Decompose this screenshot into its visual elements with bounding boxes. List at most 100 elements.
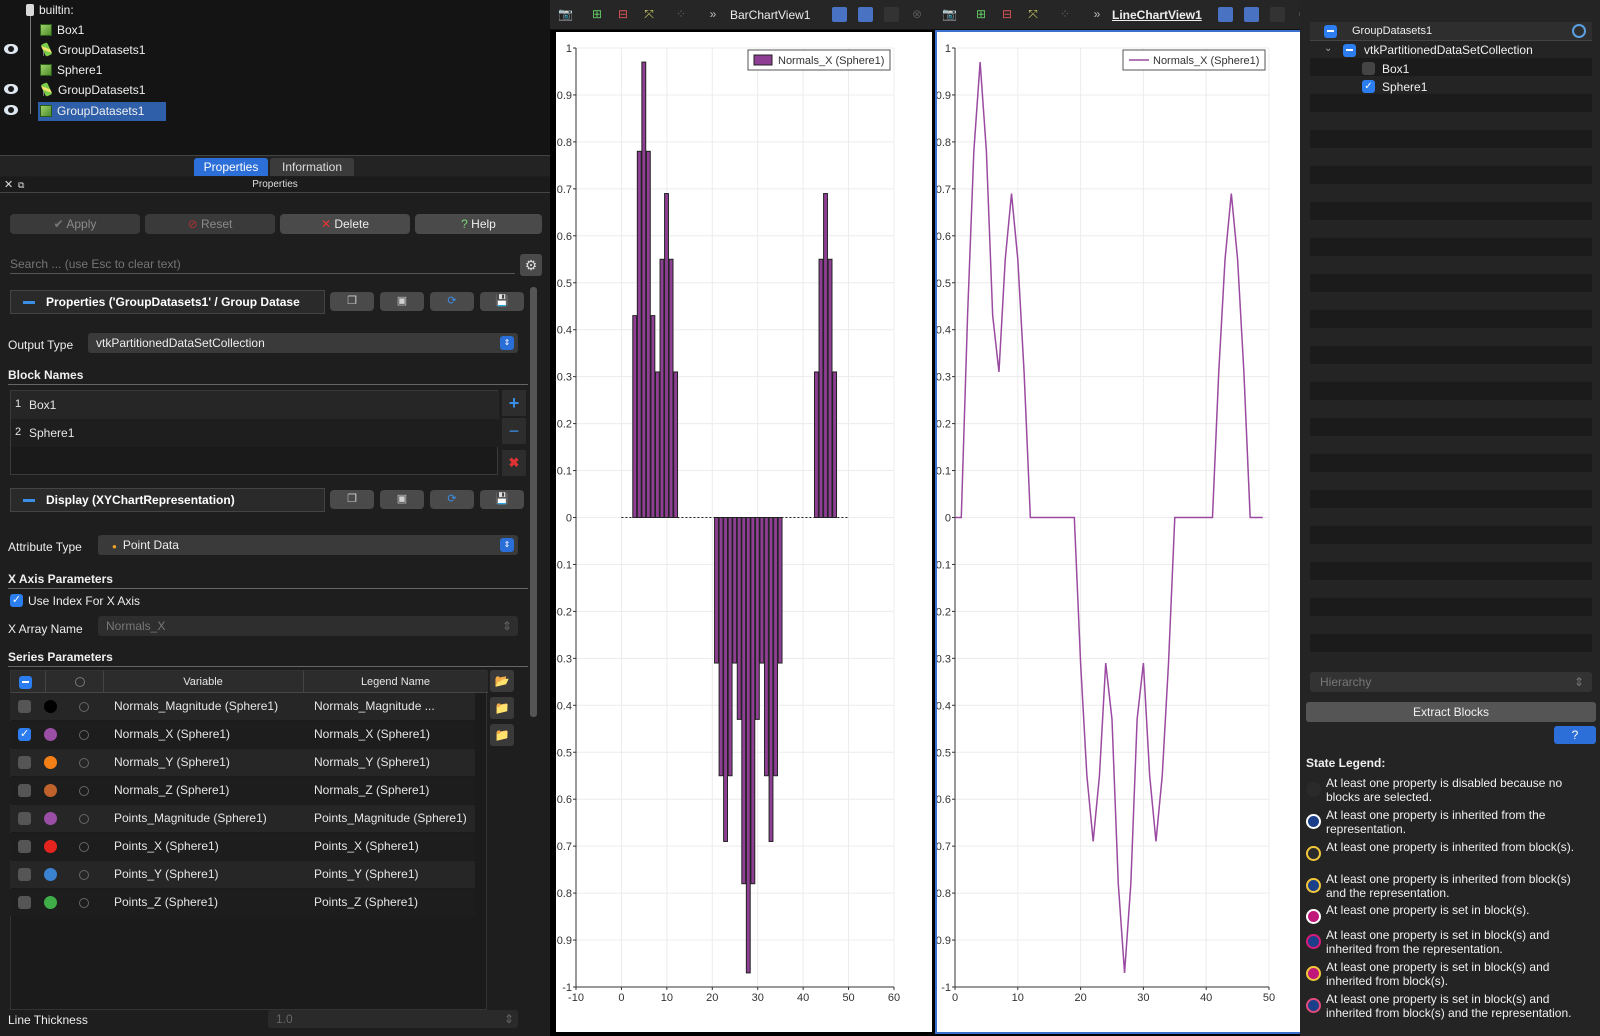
split-horizontal-icon[interactable] <box>832 7 847 22</box>
block-name-cell[interactable]: Box1 <box>29 398 57 412</box>
tab-properties[interactable]: Properties <box>194 158 268 176</box>
series-legend-name[interactable]: Points_Z (Sphere1) <box>314 895 419 909</box>
pipeline-item-builtin[interactable]: builtin: <box>26 1 74 20</box>
collapse-icon[interactable] <box>23 499 35 502</box>
apply-button[interactable]: ✔ Apply <box>10 214 140 234</box>
table-row[interactable]: Normals_Y (Sphere1) Normals_Y (Sphere1) <box>10 749 475 776</box>
copy-button[interactable]: ❐ <box>330 292 374 311</box>
use-index-checkbox[interactable]: ✓ <box>10 594 23 607</box>
legend-column-header[interactable]: Legend Name <box>360 676 431 688</box>
series-visibility-checkbox[interactable] <box>18 868 31 881</box>
maximize-icon[interactable] <box>884 7 899 22</box>
series-color-swatch[interactable] <box>44 784 57 797</box>
table-row[interactable]: Points_Z (Sphere1) Points_Z (Sphere1) <box>10 889 475 916</box>
series-visibility-checkbox[interactable] <box>18 756 31 769</box>
eye-icon[interactable] <box>4 84 18 94</box>
select-all-checkbox[interactable] <box>19 676 32 689</box>
tree-item-sphere1[interactable]: ✓ Sphere1 <box>1310 78 1592 96</box>
gear-icon[interactable]: ⚙ <box>520 254 542 276</box>
series-color-swatch[interactable] <box>44 700 57 713</box>
table-row[interactable]: 1 Box1 <box>11 391 499 419</box>
close-view-icon[interactable]: ⊗ <box>911 7 923 21</box>
help-icon[interactable]: ? <box>1554 726 1596 744</box>
table-row[interactable]: Points_Y (Sphere1) Points_Y (Sphere1) <box>10 861 475 888</box>
float-icon[interactable]: ⧉ <box>18 180 25 190</box>
split-horizontal-icon[interactable] <box>1218 7 1233 22</box>
attribute-type-select[interactable]: ● Point Data ⇕ <box>98 535 518 555</box>
load-preset-icon[interactable]: 📁 <box>490 697 514 719</box>
series-legend-name[interactable]: Normals_Magnitude ... <box>314 699 435 713</box>
series-color-swatch[interactable] <box>44 812 57 825</box>
series-color-swatch[interactable] <box>44 840 57 853</box>
chevron-down-icon[interactable]: ⌄ <box>1324 43 1333 54</box>
spin-icon[interactable]: ⇕ <box>503 1012 514 1026</box>
maximize-icon[interactable] <box>1270 7 1285 22</box>
sphere1-checkbox[interactable]: ✓ <box>1362 80 1375 93</box>
restore-defaults-button[interactable]: ⟳ <box>430 490 474 509</box>
paste-button[interactable]: ▣ <box>380 292 424 311</box>
table-row[interactable]: Normals_X (Sphere1) Normals_X (Sphere1) <box>10 721 475 748</box>
select-icon[interactable]: ⁘ <box>675 7 687 21</box>
delete-button[interactable]: ✕ Delete <box>280 214 410 234</box>
pipeline-item-groupdatasets1-a[interactable]: GroupDatasets1 <box>4 41 145 60</box>
series-legend-name[interactable]: Points_Magnitude (Sphere1) <box>314 811 467 825</box>
table-row[interactable]: Normals_Magnitude (Sphere1) Normals_Magni… <box>10 693 475 720</box>
series-visibility-checkbox[interactable] <box>18 896 31 909</box>
series-visibility-checkbox[interactable] <box>18 840 31 853</box>
pipeline-item-sphere1[interactable]: Sphere1 <box>40 61 102 80</box>
select-icon[interactable]: ⁘ <box>1059 7 1071 21</box>
series-legend-name[interactable]: Points_Y (Sphere1) <box>314 867 419 881</box>
bar-chart[interactable]: 1 0.9 0.8 0.7 0.6 0.5 0.4 0.3 0.2 0.1 0 -0.1 -0.2 -0.… <box>553 32 932 1032</box>
zoom-in-icon[interactable]: ⊞ <box>591 7 603 21</box>
close-icon[interactable]: ✕ <box>4 179 14 191</box>
line-chart[interactable]: 1 0.9 0.8 0.7 0.6 0.5 0.4 0.3 0.2 0.1 0 -0.1 -0.2 -0.… <box>932 32 1317 1032</box>
reset-button[interactable]: ⊘ Reset <box>145 214 275 234</box>
clear-blocks-button[interactable]: ✖ <box>502 450 526 476</box>
table-row[interactable]: 2 Sphere1 <box>11 419 499 447</box>
series-visibility-checkbox[interactable] <box>18 721 31 748</box>
tab-information[interactable]: Information <box>270 158 354 176</box>
zoom-axis-icon[interactable]: ⤧ <box>1028 7 1038 21</box>
box1-checkbox[interactable] <box>1362 62 1375 75</box>
zoom-axis-icon[interactable]: ⤧ <box>644 7 654 21</box>
variable-column-header[interactable]: Variable <box>183 676 223 688</box>
pipeline-item-box1[interactable]: Box1 <box>40 21 84 40</box>
line-chart-view[interactable]: 1 0.9 0.8 0.7 0.6 0.5 0.4 0.3 0.2 0.1 0 -0.1 -0.2 -0.… <box>932 30 1319 1034</box>
scrollbar-thumb[interactable] <box>530 287 537 717</box>
collapse-icon[interactable] <box>23 301 35 304</box>
display-group-header[interactable]: Display (XYChartRepresentation) <box>10 488 325 512</box>
table-row[interactable]: Points_Magnitude (Sphere1) Points_Magnitu… <box>10 805 475 832</box>
pipeline-item-groupdatasets1-b[interactable]: GroupDatasets1 <box>4 81 145 100</box>
series-legend-name[interactable]: Normals_X (Sphere1) <box>314 727 431 741</box>
block-name-cell[interactable]: Sphere1 <box>29 426 75 440</box>
zoom-out-icon[interactable]: ⊟ <box>617 7 629 21</box>
properties-group-header[interactable]: Properties ('GroupDatasets1' / Group Dat… <box>10 290 325 314</box>
extract-blocks-button[interactable]: Extract Blocks <box>1306 702 1596 722</box>
folder-open-icon[interactable]: 📂 <box>490 670 514 692</box>
split-vertical-icon[interactable] <box>858 7 873 22</box>
pipeline-item-groupdatasets1-c[interactable]: GroupDatasets1 <box>4 102 166 121</box>
more-icon[interactable]: » <box>709 7 717 21</box>
hierarchy-select[interactable]: Hierarchy ⇕ <box>1310 672 1592 692</box>
series-legend-name[interactable]: Points_X (Sphere1) <box>314 839 419 853</box>
series-color-swatch[interactable] <box>44 868 57 881</box>
tree-header-checkbox[interactable] <box>1324 25 1337 38</box>
series-color-swatch[interactable] <box>44 728 57 741</box>
output-type-select[interactable]: vtkPartitionedDataSetCollection ⇕ <box>88 333 518 353</box>
save-defaults-button[interactable]: 💾 <box>480 292 524 311</box>
camera-icon[interactable]: 📷 <box>558 7 573 21</box>
series-visibility-checkbox[interactable] <box>18 784 31 797</box>
series-color-swatch[interactable] <box>44 756 57 769</box>
table-row[interactable]: Points_X (Sphere1) Points_X (Sphere1) <box>10 833 475 860</box>
paste-button[interactable]: ▣ <box>380 490 424 509</box>
restore-defaults-button[interactable]: ⟳ <box>430 292 474 311</box>
more-icon[interactable]: » <box>1093 7 1101 21</box>
series-legend-name[interactable]: Normals_Y (Sphere1) <box>314 755 430 769</box>
x-array-select[interactable]: Normals_X ⇕ <box>98 616 518 636</box>
series-visibility-checkbox[interactable] <box>18 700 31 713</box>
tree-item-box1[interactable]: Box1 <box>1310 60 1592 78</box>
help-button[interactable]: ? Help <box>415 214 542 234</box>
copy-button[interactable]: ❐ <box>330 490 374 509</box>
series-visibility-checkbox[interactable] <box>18 812 31 825</box>
save-defaults-button[interactable]: 💾 <box>480 490 524 509</box>
